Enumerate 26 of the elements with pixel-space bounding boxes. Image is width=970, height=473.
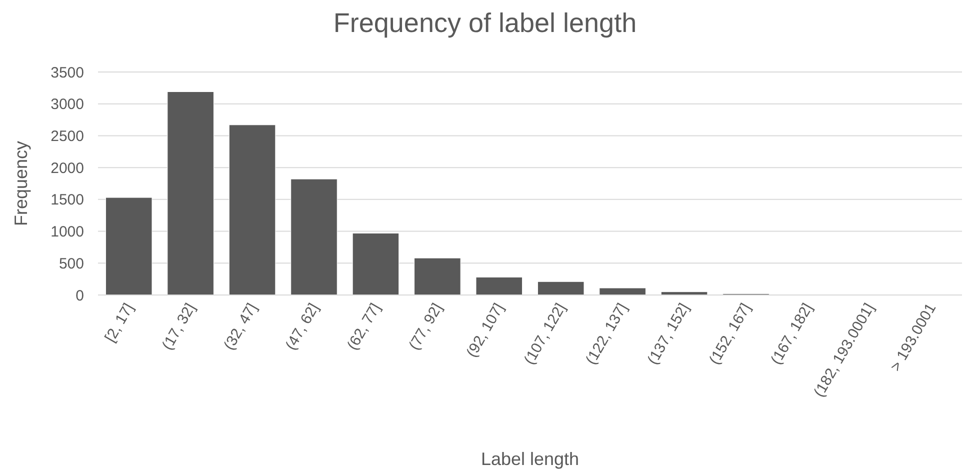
bar xyxy=(290,178,338,296)
x-tick-label: [2, 17] xyxy=(102,300,138,346)
chart-title: Frequency of label length xyxy=(333,8,637,38)
y-axis-title: Frequency xyxy=(11,140,31,226)
x-axis-title: Label length xyxy=(480,449,580,469)
y-tick-label: 2000 xyxy=(50,160,84,177)
y-tick-label: 1000 xyxy=(50,224,84,241)
bar xyxy=(167,92,214,296)
bar xyxy=(352,232,400,296)
bar xyxy=(414,258,461,296)
x-tick-label: (32, 47] xyxy=(220,300,261,354)
y-tick-label: 2500 xyxy=(50,128,84,145)
y-tick-label: 0 xyxy=(76,287,84,304)
y-tick-label: 3000 xyxy=(50,96,84,114)
x-tick-label: (77, 92] xyxy=(406,300,446,354)
x-tick-label: (47, 62] xyxy=(282,300,322,354)
y-tick-label: 1500 xyxy=(50,192,84,209)
y-tick-label: 500 xyxy=(58,255,84,272)
bar xyxy=(537,281,584,296)
bar xyxy=(228,124,276,296)
x-tick-label: (17, 32] xyxy=(158,300,200,354)
bar xyxy=(105,197,152,296)
bar xyxy=(599,288,646,296)
x-tick-label: (62, 77] xyxy=(344,300,384,354)
y-tick-label: 3500 xyxy=(50,64,84,82)
bar xyxy=(476,276,523,296)
